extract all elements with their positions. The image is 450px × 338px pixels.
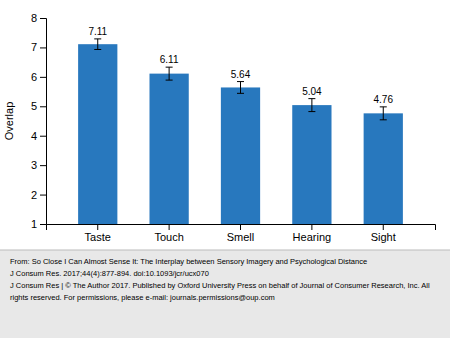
error-bar-cap bbox=[94, 49, 101, 50]
error-bar-cap bbox=[380, 119, 387, 120]
error-bar bbox=[166, 67, 173, 80]
x-tick-mark bbox=[97, 224, 98, 230]
y-tick-mark bbox=[40, 47, 46, 48]
y-tick-mark bbox=[40, 18, 46, 19]
y-axis-label: Overlap bbox=[3, 102, 15, 141]
y-tick-label: 2 bbox=[31, 189, 37, 201]
x-tick-label: Smell bbox=[227, 231, 255, 243]
error-bar bbox=[380, 107, 387, 120]
x-tick: Hearing bbox=[293, 224, 332, 243]
x-tick-label: Touch bbox=[154, 231, 183, 243]
x-tick: Taste bbox=[85, 224, 111, 243]
error-bar-cap bbox=[166, 67, 173, 68]
y-tick: 6 bbox=[31, 71, 46, 83]
data-label: 4.76 bbox=[374, 94, 394, 105]
x-axis-line bbox=[47, 225, 436, 231]
error-bar-cap bbox=[237, 93, 244, 94]
footer-background bbox=[0, 250, 450, 338]
plot-area bbox=[78, 39, 403, 224]
x-tick-mark bbox=[169, 224, 170, 230]
chart-svg: 7.11 6.11 5.64 5.04 4.76 Taste Touch Smell Heari… bbox=[0, 0, 450, 338]
y-tick-mark bbox=[40, 77, 46, 78]
y-tick-label: 6 bbox=[31, 71, 37, 83]
y-axis: 1 2 3 4 5 6 7 8 bbox=[31, 12, 47, 230]
error-bar-cap bbox=[94, 38, 101, 39]
error-bar-line bbox=[311, 99, 312, 112]
y-tick-label: 5 bbox=[31, 100, 37, 112]
error-bar-line bbox=[383, 107, 384, 120]
x-tick: Touch bbox=[154, 224, 183, 243]
x-tick: Sight bbox=[371, 224, 396, 243]
error-bar-line bbox=[169, 67, 170, 80]
error-bar bbox=[237, 82, 244, 94]
error-bar-cap bbox=[308, 98, 315, 99]
error-bar-line bbox=[240, 82, 241, 94]
y-tick-mark bbox=[40, 165, 46, 166]
y-tick: 7 bbox=[31, 41, 46, 53]
error-bar bbox=[308, 99, 315, 112]
footer-text: J Consum Res | © The Author 2017. Publis… bbox=[10, 281, 430, 290]
y-tick: 5 bbox=[31, 100, 46, 112]
y-tick: 1 bbox=[31, 218, 46, 230]
error-bar-line bbox=[97, 39, 98, 50]
y-tick-mark bbox=[40, 106, 46, 107]
error-bar-cap bbox=[308, 111, 315, 112]
y-tick-mark bbox=[40, 136, 46, 137]
bar bbox=[364, 113, 403, 224]
x-tick-mark bbox=[383, 224, 384, 230]
x-tick-mark bbox=[240, 224, 241, 230]
y-tick-label: 1 bbox=[31, 218, 37, 230]
x-tick: Smell bbox=[227, 224, 255, 243]
error-bar-cap bbox=[237, 81, 244, 82]
bar bbox=[149, 74, 188, 224]
data-label: 7.11 bbox=[88, 26, 107, 37]
data-label: 5.64 bbox=[231, 69, 251, 80]
chart-container: 7.11 6.11 5.64 5.04 4.76 Taste Touch Smell Heari… bbox=[0, 0, 450, 338]
x-tick-label: Hearing bbox=[293, 231, 332, 243]
y-tick-label: 7 bbox=[31, 41, 37, 53]
error-bar bbox=[94, 39, 101, 50]
y-tick: 2 bbox=[31, 189, 46, 201]
y-tick: 3 bbox=[31, 159, 46, 171]
x-tick-mark bbox=[311, 224, 312, 230]
y-tick: 4 bbox=[31, 130, 46, 142]
y-axis-line bbox=[40, 19, 47, 225]
bar bbox=[221, 87, 260, 224]
x-tick-label: Taste bbox=[85, 231, 111, 243]
error-bar-cap bbox=[166, 80, 173, 81]
x-tick-label: Sight bbox=[371, 231, 396, 243]
y-tick-label: 3 bbox=[31, 159, 37, 171]
footer-text: From: So Close I Can Almost Sense It: Th… bbox=[10, 257, 367, 266]
bar bbox=[292, 105, 331, 224]
footer-text: rights reserved. For permissions, please… bbox=[10, 293, 275, 302]
footer-separator bbox=[0, 250, 450, 251]
footer-text: J Consum Res. 2017;44(4):877-894. doi:10… bbox=[10, 269, 209, 278]
y-tick-mark bbox=[40, 195, 46, 196]
y-tick-label: 8 bbox=[31, 12, 37, 24]
bar bbox=[78, 44, 117, 224]
y-tick: 8 bbox=[31, 12, 46, 24]
data-label: 5.04 bbox=[302, 86, 322, 97]
data-label: 6.11 bbox=[160, 54, 179, 65]
x-axis: Taste Touch Smell Hearing Sight bbox=[47, 224, 436, 243]
footer: From: So Close I Can Almost Sense It: Th… bbox=[10, 257, 430, 302]
y-tick-mark bbox=[40, 224, 46, 225]
y-tick-label: 4 bbox=[31, 130, 37, 142]
data-labels: 7.11 6.11 5.64 5.04 4.76 bbox=[88, 26, 393, 105]
error-bar-cap bbox=[380, 106, 387, 107]
